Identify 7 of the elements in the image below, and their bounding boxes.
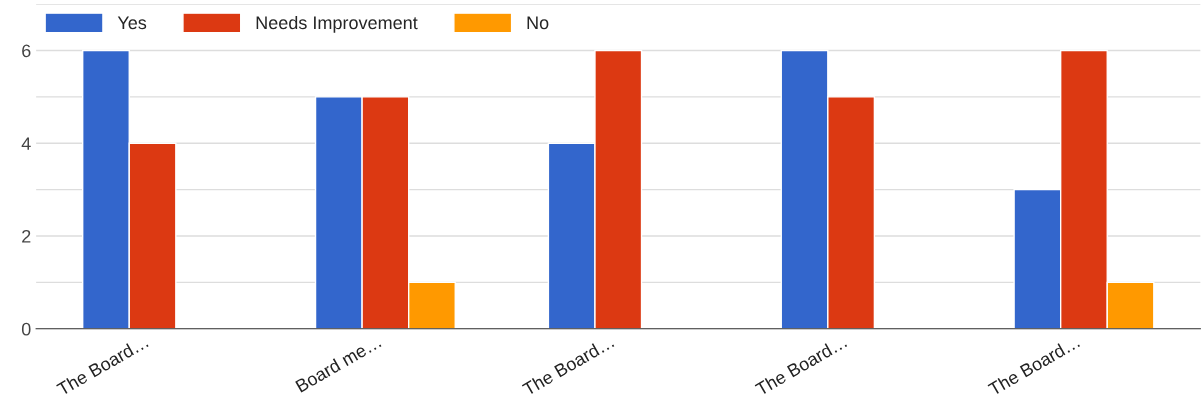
- legend-label: No: [527, 16, 549, 30]
- legend-label: Yes: [117, 16, 147, 30]
- y-tick-label: 6: [22, 44, 31, 58]
- legend-label: Needs Improvement: [256, 15, 418, 33]
- y-tick-label: 0: [21, 322, 31, 336]
- y-tick-label: 2: [22, 229, 31, 243]
- y-tick-label: 4: [21, 137, 31, 150]
